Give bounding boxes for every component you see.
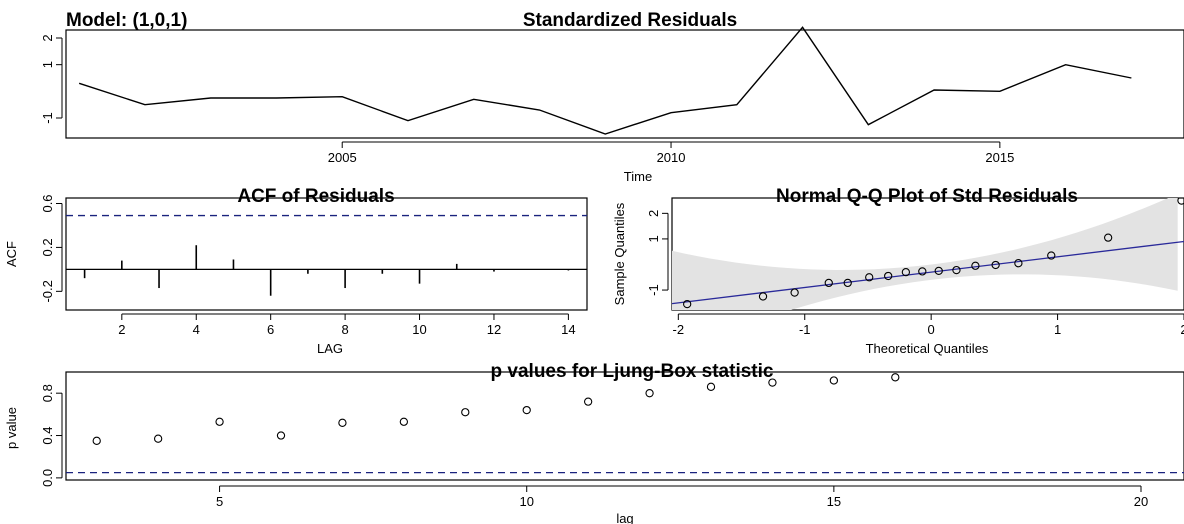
x-tick-label: 20 [1134,494,1148,509]
x-tick-label: 5 [216,494,223,509]
x-tick-label: 2005 [328,150,357,165]
x-tick-label: 10 [412,322,426,337]
qq-point [683,299,692,309]
acf-y-axis-label: ACF [4,241,19,267]
p-value-point [153,434,163,443]
x-tick-label: -2 [673,322,685,337]
x-tick-label: 2 [118,322,125,337]
qq-point [758,292,768,301]
ljung-box-frame [65,371,1184,481]
p-value-point [583,397,593,406]
p-value-point [399,417,409,426]
acf-frame [65,197,588,311]
qq-point [952,265,961,275]
qq-plot-area [672,198,1184,310]
y-tick-label: 0.8 [40,384,55,402]
p-value-point [645,389,654,398]
acf-title: ACF of Residuals [237,186,394,207]
residuals-line [78,26,1132,135]
qq-point [865,273,874,282]
qq-x-axis-label: Theoretical Quantiles [866,341,989,356]
residuals-frame [65,29,1184,139]
qq-point [843,278,852,288]
qq-point [991,260,1000,270]
qq-title: Normal Q-Q Plot of Std Residuals [776,186,1078,207]
y-tick-label: 0.0 [40,469,55,487]
qq-point [824,278,833,288]
x-tick-label: 12 [487,322,501,337]
y-tick-label: 2 [646,210,661,217]
x-tick-label: 4 [193,322,200,337]
y-tick-label: 1 [646,235,661,242]
qq-confidence-band [672,198,1178,310]
x-tick-label: 8 [341,322,348,337]
ljung-box-y-axis-label: p value [4,407,19,449]
x-tick-label: 2010 [657,150,686,165]
qq-y-axis-label: Sample Quantiles [612,202,627,305]
y-tick-label: 2 [40,34,55,41]
x-tick-label: 1 [1054,322,1061,337]
y-tick-label: -1 [40,112,55,124]
p-value-point [829,376,839,385]
p-value-point [461,408,470,417]
qq-point [1047,251,1056,260]
p-value-point [891,373,900,382]
x-tick-label: 10 [519,494,533,509]
qq-point [1103,233,1113,242]
p-value-point [338,418,347,427]
qq-point [901,268,911,277]
p-value-point [215,417,224,426]
p-value-point [92,436,101,445]
qq-point [1014,259,1023,268]
x-tick-label: 0 [928,322,935,337]
x-tick-label: 14 [561,322,575,337]
y-tick-label: 0.6 [40,194,55,212]
p-value-point [768,378,777,387]
qq-panel: Normal Q-Q Plot of Std Residuals Theoret… [612,186,1184,356]
y-tick-label: 0.2 [40,238,55,256]
x-tick-label: 6 [267,322,274,337]
y-tick-label: 1 [40,61,55,68]
y-tick-label: -0.2 [40,280,55,302]
x-tick-label: 2015 [985,150,1014,165]
x-tick-label: 15 [827,494,841,509]
residuals-panel: Standardized Residuals Time 2005 2010 2015… [40,10,1184,184]
qq-point [918,267,927,276]
qq-reference-line [672,240,1184,305]
model-label: Model: (1,0,1) [66,10,187,31]
qq-point [934,266,943,276]
y-tick-label: 0.4 [40,426,55,444]
qq-point [971,261,980,270]
residuals-x-axis-label: Time [624,169,652,184]
y-tick-label: -1 [646,284,661,296]
residuals-title: Standardized Residuals [523,10,737,31]
acf-x-axis-label: LAG [317,341,343,356]
p-value-point [522,405,531,415]
acf-panel: ACF of Residuals LAG ACF 2 4 6 8 10 12 14 -0.2 0… [4,186,588,356]
qq-point [1177,198,1184,205]
x-tick-label: 2 [1180,322,1184,337]
p-value-point [706,382,716,391]
ljung-box-x-axis-label: lag [616,511,633,524]
p-value-point [276,431,286,440]
qq-point [884,271,893,281]
x-tick-label: -1 [799,322,811,337]
qq-point [790,288,799,297]
ljung-box-panel: p values for Ljung-Box statistic lag p v… [4,361,1184,524]
